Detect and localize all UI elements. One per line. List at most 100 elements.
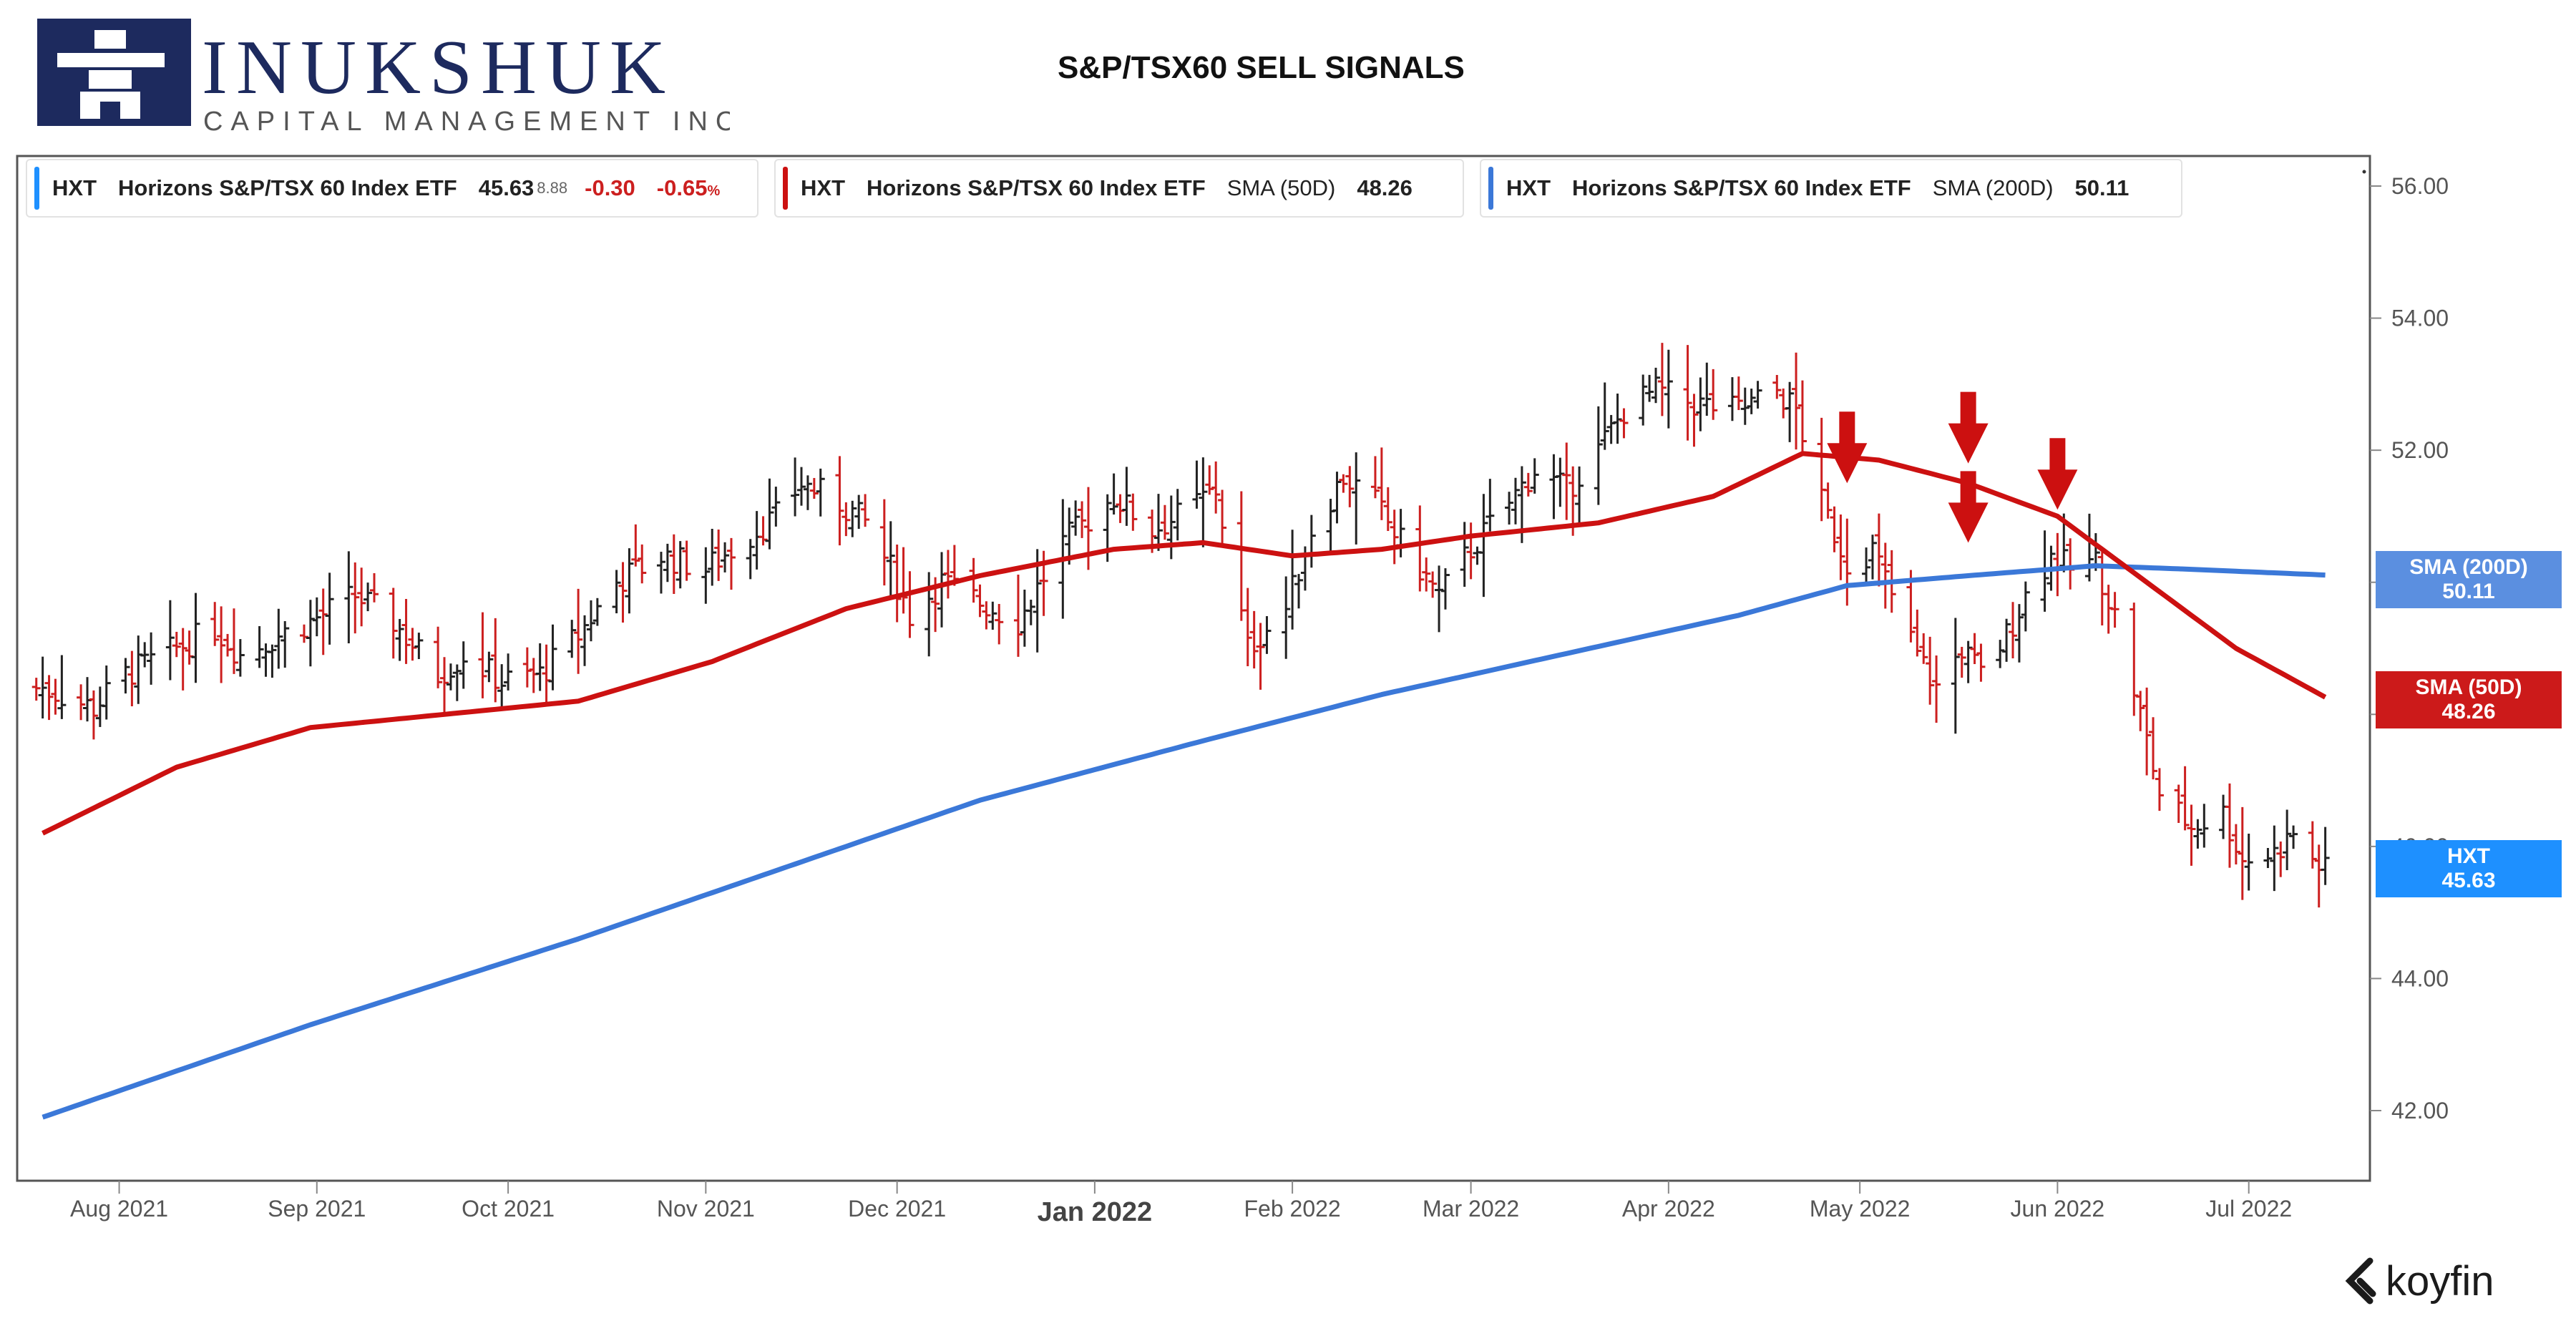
ohlc-bar [701, 547, 711, 604]
legend-price-swatch [34, 167, 39, 210]
ohlc-bar [1836, 514, 1845, 580]
x-tick-label: Apr 2022 [1622, 1196, 1715, 1222]
sell-signal-arrow [1948, 391, 1989, 464]
ohlc-bars [31, 343, 2330, 908]
ohlc-bar [1173, 489, 1182, 541]
ohlc-bar [848, 500, 857, 537]
ohlc-bar [924, 572, 934, 657]
ohlc-bar [280, 620, 290, 668]
ohlc-bar [1415, 505, 1425, 592]
legend-sma50[interactable]: HXT Horizons S&P/TSX 60 Index ETF SMA (5… [774, 159, 1464, 218]
ohlc-bar [299, 624, 308, 643]
ohlc-bar [357, 567, 366, 627]
ohlc-bar [618, 562, 628, 623]
sell-signal-arrows [1827, 391, 2078, 543]
ohlc-bar [1932, 655, 1941, 723]
ohlc-bar [57, 655, 67, 719]
legend-price-change: -0.30 [585, 175, 635, 200]
price-tag: HXT 45.63 [2376, 840, 2562, 897]
ohlc-bar [2193, 819, 2202, 849]
ohlc-bar [1709, 369, 1718, 420]
ohlc-bar [1294, 574, 1304, 609]
ohlc-bar [1530, 458, 1539, 494]
ohlc-bar [656, 552, 665, 594]
ohlc-bar [797, 467, 806, 506]
ohlc-bar [1205, 465, 1214, 495]
ohlc-bar [943, 550, 952, 599]
sma-200-line [42, 563, 2326, 1120]
ohlc-bar [440, 657, 449, 714]
ohlc-bar [586, 600, 595, 642]
ohlc-bar [414, 633, 424, 660]
ohlc-bar [1466, 522, 1475, 580]
legend-price[interactable]: HXT Horizons S&P/TSX 60 Index ETF 45.63 … [26, 159, 758, 218]
ohlc-bar [1370, 456, 1380, 499]
legend-price-value: 45.63 [478, 175, 535, 200]
ohlc-bar [1065, 507, 1074, 565]
ohlc-bar [1192, 460, 1201, 509]
ohlc-bar [1823, 482, 1833, 519]
ohlc-bar [1606, 414, 1616, 444]
ohlc-bar [2225, 783, 2234, 868]
sma-50-line [42, 451, 2327, 836]
x-tick-label: Feb 2022 [1244, 1196, 1341, 1222]
ohlc-bar [2136, 691, 2145, 731]
ohlc-bar [2219, 794, 2228, 839]
ohlc-bar [721, 542, 730, 572]
ohlc-bar [638, 544, 647, 584]
ohlc-bar [1199, 457, 1208, 547]
ohlc-bar [854, 494, 864, 530]
ohlc-bar [2174, 784, 2183, 824]
legend-sma200[interactable]: HXT Horizons S&P/TSX 60 Index ETF SMA (2… [1480, 159, 2182, 218]
ohlc-bar [1345, 466, 1355, 507]
ohlc-bar [121, 658, 130, 694]
ohlc-bar [1957, 646, 1966, 678]
legend-price-name: Horizons S&P/TSX 60 Index ETF [118, 175, 457, 200]
ohlc-bar [38, 656, 47, 719]
ohlc-bar [765, 478, 774, 550]
ohlc-bar [2314, 844, 2323, 908]
x-tick-label: Dec 2021 [848, 1196, 946, 1222]
ohlc-bar [1683, 345, 1692, 441]
ohlc-bar [1485, 479, 1495, 532]
ohlc-bar [1473, 546, 1482, 565]
ohlc-bar [2289, 825, 2298, 849]
x-tick-label: Aug 2021 [70, 1196, 168, 1222]
ohlc-bar [758, 516, 768, 546]
legend-sma200-name: Horizons S&P/TSX 60 Index ETF [1572, 175, 1911, 200]
ohlc-bar [1874, 513, 1883, 587]
ohlc-bar [2053, 532, 2062, 597]
legend-sma50-indicator: SMA (50D) [1226, 175, 1336, 200]
x-tick-label: Sep 2021 [268, 1196, 366, 1222]
sma200-tag-value: 50.11 [2442, 580, 2495, 603]
plot-corner-dot [2362, 170, 2366, 174]
ohlc-bar [1926, 636, 1935, 705]
ohlc-bar [726, 537, 736, 590]
ohlc-bar [191, 593, 200, 683]
x-tick-label: Jan 2022 [1038, 1197, 1153, 1227]
ohlc-bar [1020, 589, 1029, 647]
ohlc-bar [1575, 466, 1584, 523]
ohlc-bar [1326, 499, 1335, 553]
ohlc-bar [682, 540, 691, 581]
ohlc-bar [318, 588, 328, 655]
x-tick-label: Oct 2021 [462, 1196, 555, 1222]
ohlc-bar [1963, 640, 1973, 683]
ohlc-bar [452, 664, 462, 701]
ohlc-bar [2276, 841, 2285, 877]
ohlc-bar [1116, 494, 1125, 523]
ohlc-bar [612, 570, 621, 614]
ohlc-bar [669, 534, 678, 594]
logo-subtitle: CAPITAL MANAGEMENT INC. [203, 107, 730, 136]
ohlc-bar [255, 625, 264, 668]
ohlc-bar [1702, 362, 1712, 416]
x-tick-label: Jun 2022 [2011, 1196, 2105, 1222]
sma200-tag: SMA (200D) 50.11 [2376, 551, 2562, 608]
sma50-tag: SMA (50D) 48.26 [2376, 671, 2562, 728]
ohlc-bar [2021, 581, 2030, 632]
ohlc-bar [886, 521, 895, 598]
ohlc-bar [2142, 687, 2152, 776]
ohlc-bar [1428, 571, 1438, 598]
ohlc-bar [459, 641, 468, 689]
